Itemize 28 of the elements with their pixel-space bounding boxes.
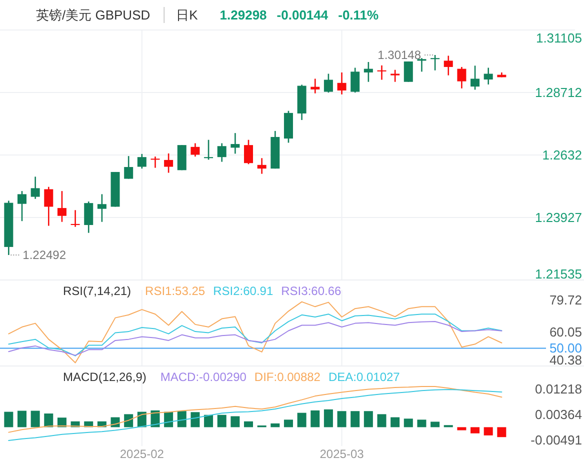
text: 1.29298 bbox=[220, 8, 267, 22]
chart-title: 英镑/美元 GBPUSD bbox=[36, 8, 150, 22]
annotation: 1.22492 bbox=[22, 248, 66, 262]
x-tick-label: 2025-03 bbox=[320, 447, 364, 461]
series-label: DIF:0.00882 bbox=[254, 370, 321, 384]
y-tick-label: 79.72 bbox=[549, 292, 582, 308]
series-label: RSI1:53.25 bbox=[145, 284, 206, 298]
chart-subtitle: 日K bbox=[176, 8, 198, 22]
text: -0.11% bbox=[338, 8, 380, 22]
y-tick-label: 1.28712 bbox=[535, 85, 582, 100]
y-tick-label: 0.00364 bbox=[535, 407, 582, 422]
y-tick-label: -0.00491 bbox=[530, 432, 582, 448]
text: -0.00144 bbox=[276, 8, 329, 22]
series-label: DEA:0.01027 bbox=[328, 370, 400, 384]
ref-line-label: 50.00 bbox=[549, 340, 582, 356]
y-tick-label: 60.05 bbox=[549, 324, 582, 340]
y-tick-label: 0.01218 bbox=[535, 382, 582, 396]
text: MACD:-0.00290 bbox=[160, 370, 247, 384]
chart-title: RSI(7,14,21) bbox=[63, 284, 132, 298]
x-tick-label: 2025-02 bbox=[120, 447, 164, 461]
y-tick-label: 1.2632 bbox=[542, 148, 582, 162]
y-tick-label: 1.21535 bbox=[535, 266, 582, 282]
text: RSI2:60.91 bbox=[213, 284, 274, 298]
text: RSI3:60.66 bbox=[281, 284, 342, 298]
annotation: 1.30148 bbox=[378, 48, 422, 62]
y-tick-label: 1.23927 bbox=[535, 210, 582, 226]
y-tick-label: 1.31105 bbox=[536, 30, 582, 46]
chart-title: MACD(12,26,9) bbox=[63, 370, 146, 384]
